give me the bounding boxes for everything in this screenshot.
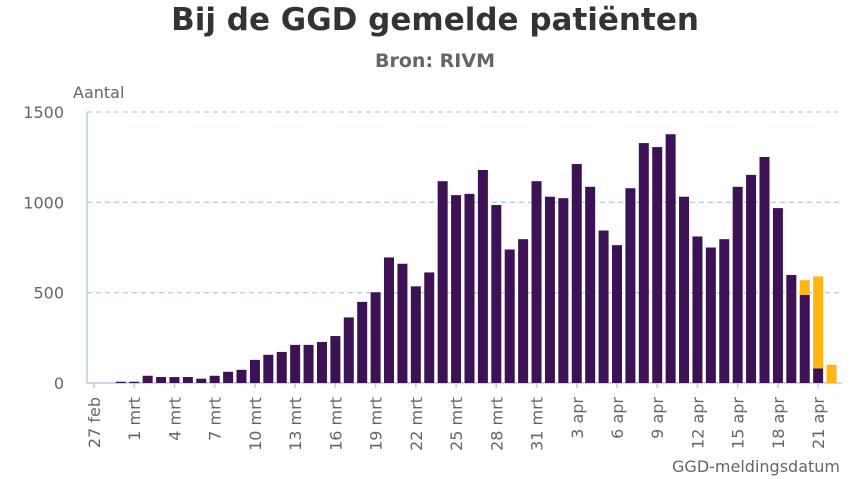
bar-20-apr-s1 [799,280,810,295]
bar-28-mrt-s0 [491,205,502,383]
bar-15-apr-s0 [732,186,743,383]
x-tick-label: 13 mrt [286,397,305,451]
x-tick-label: 18 apr [769,397,788,449]
bar-11-mrt-s0 [263,354,274,383]
x-tick-label: 6 apr [608,397,627,439]
bar-29-feb-s0 [115,381,126,383]
bar-15-mrt-s0 [316,341,327,383]
bar-31-mrt-s0 [531,181,542,383]
x-tick-label: 9 apr [648,397,667,439]
y-tick-label: 1000 [23,193,64,212]
bar-12-apr-s0 [692,236,703,383]
bar-21-apr-s1 [813,276,824,369]
bar-27-mrt-s0 [477,169,488,383]
x-tick-label: 31 mrt [528,397,547,451]
bar-2-apr-s0 [558,198,569,383]
bar-3-apr-s0 [571,164,582,383]
bar-2-mrt-s0 [142,375,153,383]
x-tick-label: 1 mrt [125,397,144,441]
chart-subtitle: Bron: RIVM [375,50,495,72]
bar-21-mrt-s0 [397,263,408,383]
x-axis-title: GGD-meldingsdatum [672,457,840,476]
bar-17-mrt-s0 [343,317,354,383]
bar-29-mrt-s0 [504,249,515,383]
x-tick-label: 16 mrt [326,397,345,451]
bar-1-mrt-s0 [129,381,140,383]
bar-14-mrt-s0 [303,344,314,383]
bar-20-mrt-s0 [384,257,395,383]
bar-30-mrt-s0 [518,239,529,383]
bar-17-apr-s0 [759,156,770,383]
bar-4-mrt-s0 [169,377,180,383]
bar-3-mrt-s0 [156,377,167,383]
bar-12-mrt-s0 [276,351,287,383]
bar-10-apr-s0 [665,134,676,383]
x-tick-label: 28 mrt [487,397,506,451]
x-tick-label: 22 mrt [407,397,426,451]
bar-7-mrt-s0 [209,375,220,383]
bar-24-mrt-s0 [437,181,448,383]
y-axis-title: Aantal [73,83,124,102]
bar-4-apr-s0 [585,186,596,383]
bar-11-apr-s0 [679,196,690,383]
x-tick-label: 19 mrt [367,397,386,451]
bar-25-mrt-s0 [451,195,462,383]
bar-8-mrt-s0 [223,371,234,383]
bar-7-apr-s0 [625,188,636,383]
x-tick-label: 25 mrt [447,397,466,451]
bar-18-apr-s0 [772,208,783,383]
bar-19-mrt-s0 [370,292,381,383]
x-tick-label: 7 mrt [206,397,225,441]
bar-6-mrt-s0 [196,378,207,383]
bar-5-apr-s0 [598,230,609,383]
bar-23-mrt-s0 [424,272,435,383]
y-tick-label: 1500 [23,103,64,122]
bar-6-apr-s0 [611,245,622,383]
bar-8-apr-s0 [638,143,649,383]
bar-14-apr-s0 [719,239,730,383]
bar-19-apr-s0 [786,274,797,383]
bar-10-mrt-s0 [249,359,260,383]
bar-5-mrt-s0 [182,377,193,383]
bar-18-mrt-s0 [357,301,368,383]
x-tick-label: 27 feb [85,397,104,448]
bar-16-apr-s0 [746,174,757,383]
bar-1-apr-s0 [544,196,555,383]
x-tick-label: 4 mrt [165,397,184,441]
x-tick-label: 21 apr [809,397,828,449]
x-tick-label: 12 apr [688,397,707,449]
bar-16-mrt-s0 [330,336,341,383]
bar-9-mrt-s0 [236,369,247,383]
bar-20-apr-s0 [799,294,810,383]
bar-22-mrt-s0 [410,286,421,383]
x-tick-label: 15 apr [729,397,748,449]
bar-9-apr-s0 [652,147,663,383]
x-tick-label: 10 mrt [246,397,265,451]
bar-22-apr-s1 [826,364,837,383]
bar-21-apr-s0 [813,368,824,383]
bar-26-mrt-s0 [464,193,475,383]
y-tick-label: 500 [33,284,64,303]
bar-13-apr-s0 [705,247,716,383]
bar-13-mrt-s0 [290,344,301,383]
chart-title: Bij de GGD gemelde patiënten [171,2,699,38]
y-tick-label: 0 [54,374,64,393]
x-tick-label: 3 apr [568,397,587,439]
